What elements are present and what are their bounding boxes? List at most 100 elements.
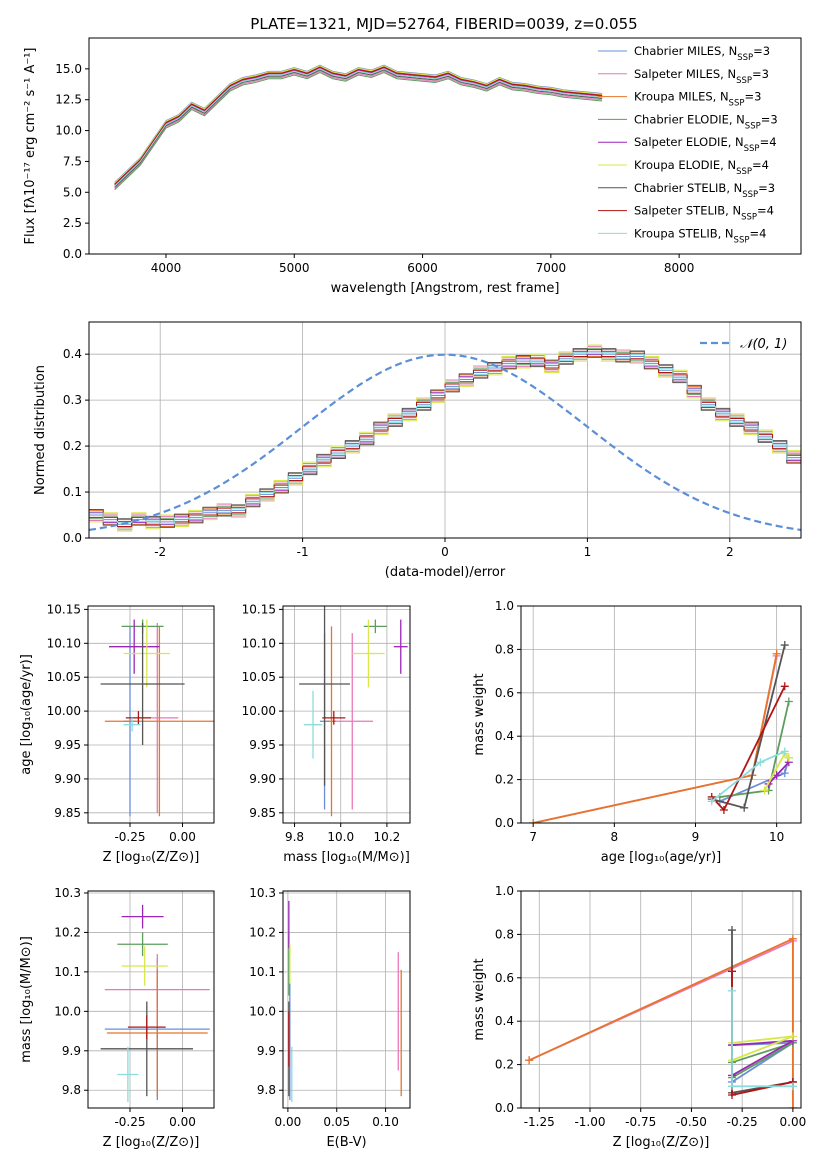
x-tick-label: 8 xyxy=(611,830,619,844)
legend-entry: Chabrier ELODIE, NSSP=3 xyxy=(634,112,778,131)
y-tick-label: 0.1 xyxy=(63,485,82,499)
y-tick-label: 10.0 xyxy=(55,124,82,138)
weight-point-marker xyxy=(525,1056,534,1065)
axes-frame xyxy=(88,37,802,255)
x-tick-label: 0.00 xyxy=(780,1115,807,1129)
histogram-series xyxy=(89,347,801,529)
x-tick-label: 7000 xyxy=(536,261,567,275)
plot-area xyxy=(299,606,408,817)
axes-frame xyxy=(520,890,802,1109)
y-tick-label: 10.00 xyxy=(242,704,276,718)
legend-entry: Salpeter MILES, NSSP=3 xyxy=(634,67,769,86)
panel-residuals: -2 -1 0 1 2 0.0 0.1 0.2 0.3 0.4 (data-model)/error… xyxy=(33,321,802,580)
weight-point-marker xyxy=(760,786,769,795)
y-tick-label: 7.5 xyxy=(63,154,82,168)
x-tick-label: 0.05 xyxy=(323,1115,350,1129)
x-tick-label: 0.00 xyxy=(169,830,196,844)
axes-frame xyxy=(87,890,215,1109)
x-tick-label: -1.00 xyxy=(574,1115,605,1129)
x-tick-label: -2 xyxy=(154,545,166,559)
panel-weight_vs_age: 7 8 9 10 0.0 0.2 0.4 0.6 0.8 1.0 age [log₁₀(age/yr… xyxy=(472,599,802,865)
y-tick-label: 10.05 xyxy=(242,670,276,684)
y-axis-label: mass weight xyxy=(472,673,487,755)
x-tick-label: -1 xyxy=(297,545,309,559)
x-tick-label: 10.2 xyxy=(374,830,401,844)
x-tick-label: -0.75 xyxy=(625,1115,656,1129)
histogram-series xyxy=(89,350,801,526)
panel-weight_vs_Z: -1.25 -1.00 -0.75 -0.50 -0.25 0.00 0.0 0.2 0.4 0.… xyxy=(472,884,806,1150)
y-tick-label: 10.1 xyxy=(249,965,276,979)
weight-point-marker xyxy=(784,697,793,706)
weight-point-marker xyxy=(719,805,728,814)
panel-mass_vs_Z: -0.25 0.00 9.8 9.9 10.0 10.1 10.2 10.3 Z [log₁₀(… xyxy=(19,886,215,1150)
weight-point-marker xyxy=(728,1082,737,1091)
y-axis-label: mass [log₁₀(M/M⊙)] xyxy=(19,936,34,1063)
y-tick-label: 0.2 xyxy=(495,773,514,787)
spectrum-model-line xyxy=(114,65,603,185)
legend-entry: Chabrier STELIB, NSSP=3 xyxy=(634,181,775,200)
x-tick-label: 9 xyxy=(692,830,700,844)
histogram-series xyxy=(89,345,801,531)
y-tick-label: 10.10 xyxy=(47,636,81,650)
panel-age_vs_mass: 9.8 10.0 10.2 9.85 9.90 9.95 10.00 10.05 10.10 10… xyxy=(242,602,411,865)
y-tick-label: 9.85 xyxy=(249,806,276,820)
weight-point-marker xyxy=(788,1104,797,1108)
x-tick-label: 8000 xyxy=(664,261,695,275)
spectrum-model-line xyxy=(114,69,603,188)
x-tick-label: -0.25 xyxy=(727,1115,758,1129)
y-tick-label: 10.15 xyxy=(47,602,81,616)
y-tick-label: 1.0 xyxy=(495,884,514,898)
y-tick-label: 9.85 xyxy=(54,806,81,820)
y-tick-label: 0.3 xyxy=(63,393,82,407)
x-axis-label: wavelength [Angstrom, rest frame] xyxy=(331,281,560,296)
x-axis-label: (data-model)/error xyxy=(385,565,506,580)
legend-entry: Kroupa ELODIE, NSSP=4 xyxy=(634,158,769,177)
x-axis-label: Z [log₁₀(Z/Z⊙)] xyxy=(103,1135,200,1150)
y-tick-label: 0.4 xyxy=(495,729,514,743)
y-axis-label: mass weight xyxy=(472,958,487,1040)
y-tick-label: 0.8 xyxy=(495,927,514,941)
x-axis-label: mass [log₁₀(M/M⊙)] xyxy=(283,850,410,865)
weight-point-marker xyxy=(780,682,789,691)
x-tick-label: 1 xyxy=(584,545,592,559)
legend-entry: 𝒩(0, 1) xyxy=(740,337,787,352)
y-tick-label: 0.0 xyxy=(63,531,82,545)
y-tick-label: 2.5 xyxy=(63,216,82,230)
y-tick-label: 10.2 xyxy=(249,925,276,939)
axes-frame xyxy=(282,605,411,824)
plot-area xyxy=(100,619,214,817)
y-tick-label: 0.6 xyxy=(495,971,514,985)
x-tick-label: 0.10 xyxy=(372,1115,399,1129)
y-tick-label: 0.0 xyxy=(63,247,82,261)
panel-spectrum: 4000 5000 6000 7000 8000 0.0 2.5 5.0 7.5 10.0 12.5… xyxy=(23,37,802,296)
weight-series-line xyxy=(528,937,794,1108)
spectrum-model-line xyxy=(114,67,603,186)
y-tick-label: 10.1 xyxy=(54,965,81,979)
spectrum-model-line xyxy=(114,70,603,189)
weight-series-line xyxy=(532,653,778,823)
axes-frame xyxy=(282,890,411,1109)
histogram-series xyxy=(89,351,801,525)
x-tick-label: -1.25 xyxy=(524,1115,555,1129)
weight-series-line xyxy=(731,1039,794,1077)
weight-point-marker xyxy=(728,1090,737,1099)
weight-point-marker xyxy=(529,819,538,823)
y-tick-label: 10.3 xyxy=(249,886,276,900)
spectrum-model-line xyxy=(114,64,603,183)
weight-series-line xyxy=(528,939,794,1108)
histogram-series xyxy=(89,349,801,528)
plot-area xyxy=(100,904,210,1103)
panel-age_vs_Z: -0.25 0.00 9.85 9.90 9.95 10.00 10.05 10.10 10.1… xyxy=(19,602,215,865)
axes-frame xyxy=(88,321,802,539)
normal-curve xyxy=(89,353,801,532)
x-tick-label: 9.8 xyxy=(285,830,304,844)
histogram-series xyxy=(89,344,801,532)
y-axis-label: Normed distribution xyxy=(33,365,48,495)
x-tick-label: 10 xyxy=(769,830,784,844)
y-tick-label: 0.2 xyxy=(495,1058,514,1072)
weight-point-marker xyxy=(756,758,765,767)
axes-frame xyxy=(520,605,802,824)
x-tick-label: 0.00 xyxy=(275,1115,302,1129)
